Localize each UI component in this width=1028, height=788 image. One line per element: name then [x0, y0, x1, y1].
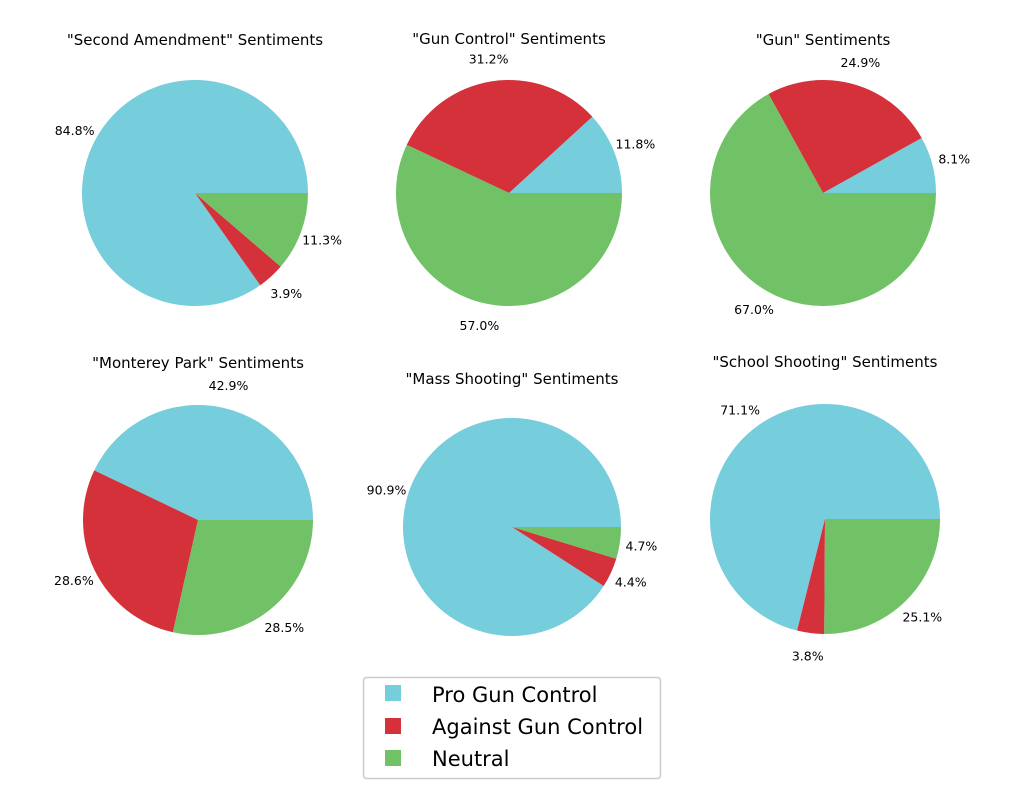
pie-5-slice-pro-gun-control — [403, 417, 621, 636]
pie-1-slice-neutral — [195, 193, 308, 267]
pie-3-label-against-gun-control: 24.9% — [841, 55, 881, 70]
pie-2-label-pro-gun-control: 11.8% — [616, 136, 656, 151]
pie-1-title: "Second Amendment" Sentiments — [67, 31, 323, 49]
legend-swatch-against — [385, 718, 401, 734]
pie-2-slice-pro-gun-control — [509, 116, 622, 193]
pie-4: 42.9% 28.6% 28.5% "Monterey Park" Sentiment… — [54, 354, 313, 635]
pie-6-slice-pro-gun-control — [710, 403, 940, 631]
pie-6-slice-against-gun-control — [797, 519, 825, 634]
legend-swatch-neutral — [385, 750, 401, 766]
pie-6-label-pro-gun-control: 71.1% — [720, 403, 760, 418]
legend-label-pro: Pro Gun Control — [432, 683, 597, 707]
pie-2-label-neutral: 57.0% — [460, 318, 500, 333]
pie-1-slice-against-gun-control — [195, 193, 281, 286]
pie-5-label-neutral: 4.7% — [626, 539, 658, 554]
pie-6-label-against-gun-control: 3.8% — [792, 648, 824, 663]
pie-1-label-neutral: 11.3% — [302, 233, 342, 248]
pie-5-label-against-gun-control: 4.4% — [615, 574, 647, 589]
pie-2-label-against-gun-control: 31.2% — [469, 51, 509, 66]
pie-5-label-pro-gun-control: 90.9% — [367, 483, 407, 498]
pie-4-label-pro-gun-control: 42.9% — [209, 378, 249, 393]
pie-3: 8.1% 24.9% 67.0% "Gun" Sentiments — [710, 31, 970, 317]
pie-5: 90.9% 4.4% 4.7% "Mass Shooting" Sentiments — [367, 370, 658, 636]
pie-6: 71.1% 3.8% 25.1% "School Shooting" Sentimen… — [710, 353, 942, 663]
pie-4-slice-neutral — [172, 520, 313, 636]
pie-4-slice-pro-gun-control — [94, 404, 313, 520]
pie-6-title: "School Shooting" Sentiments — [713, 353, 938, 371]
legend-label-neutral: Neutral — [432, 747, 510, 771]
pie-4-slice-against-gun-control — [82, 470, 198, 633]
pie-1: 84.8% 3.9% 11.3% "Second Amendment" Sentime… — [55, 31, 342, 307]
pie-1-label-against-gun-control: 3.9% — [270, 286, 302, 301]
pie-4-label-against-gun-control: 28.6% — [54, 573, 94, 588]
pies-group: 84.8% 3.9% 11.3% "Second Amendment" Sentime… — [54, 30, 970, 663]
pie-3-title: "Gun" Sentiments — [756, 31, 891, 49]
pie-2-slice-neutral — [395, 144, 622, 306]
legend-label-against: Against Gun Control — [432, 715, 643, 739]
pie-6-label-neutral: 25.1% — [902, 609, 942, 624]
legend-frame — [362, 676, 662, 780]
legend-swatch-pro — [385, 685, 401, 701]
pie-5-slice-against-gun-control — [512, 527, 617, 586]
pie-2: 11.8% 31.2% 57.0% "Gun Control" Sentiments — [395, 30, 656, 333]
pie-3-slice-against-gun-control — [768, 80, 922, 193]
pie-5-slice-neutral — [512, 527, 621, 559]
pie-4-label-neutral: 28.5% — [264, 620, 304, 635]
pie-1-label-pro-gun-control: 84.8% — [55, 123, 95, 138]
pie-2-slice-against-gun-control — [406, 79, 593, 193]
legend: Pro Gun Control Against Gun Control Neut… — [362, 676, 662, 780]
pie-1-slice-pro-gun-control — [82, 80, 308, 307]
pie-3-label-neutral: 67.0% — [734, 302, 774, 317]
pie-2-title: "Gun Control" Sentiments — [412, 30, 606, 48]
pie-5-title: "Mass Shooting" Sentiments — [406, 370, 619, 388]
pie-4-title: "Monterey Park" Sentiments — [92, 354, 304, 372]
pie-3-slice-pro-gun-control — [823, 137, 936, 193]
pie-3-slice-neutral — [710, 93, 936, 307]
pie-6-slice-neutral — [824, 519, 941, 635]
pie-3-label-pro-gun-control: 8.1% — [938, 151, 970, 166]
